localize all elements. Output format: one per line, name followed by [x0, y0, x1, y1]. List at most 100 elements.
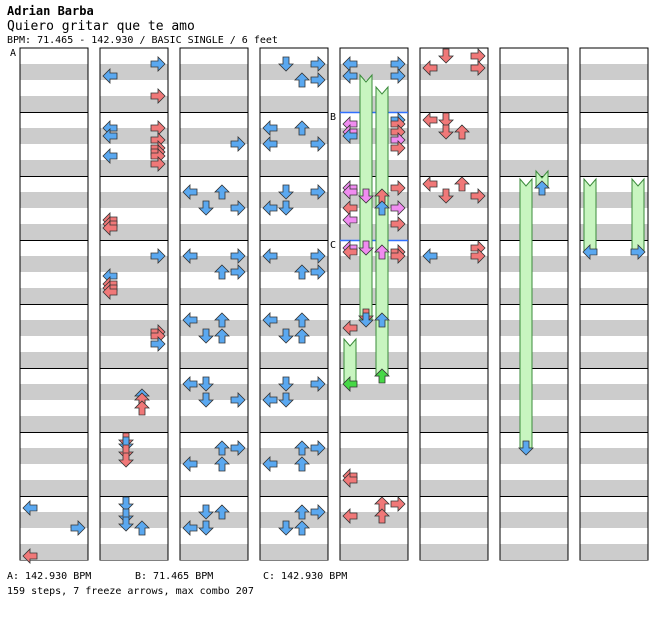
up-arrow-icon — [294, 264, 310, 280]
right-arrow-icon — [230, 200, 246, 216]
right-arrow-icon — [230, 264, 246, 280]
up-arrow-icon — [294, 456, 310, 472]
down-arrow-icon — [198, 520, 214, 536]
up-arrow-icon — [214, 184, 230, 200]
chart-info: BPM: 71.465 - 142.930 / BASIC SINGLE / 6… — [7, 35, 278, 46]
beat-stripe — [580, 96, 648, 112]
right-arrow-icon — [390, 216, 406, 232]
down-arrow-icon — [278, 328, 294, 344]
down-arrow-icon — [358, 240, 374, 256]
beat-stripe — [260, 96, 328, 112]
down-arrow-icon — [278, 376, 294, 392]
beat-stripe — [340, 288, 408, 304]
right-arrow-icon — [310, 248, 326, 264]
up-arrow-icon — [374, 368, 390, 384]
beat-stripe — [580, 544, 648, 560]
beat-stripe — [500, 160, 568, 176]
up-arrow-icon — [214, 456, 230, 472]
left-arrow-icon — [422, 60, 438, 76]
right-arrow-icon — [310, 504, 326, 520]
beat-stripe — [500, 288, 568, 304]
up-arrow-icon — [294, 520, 310, 536]
beat-stripe — [500, 96, 568, 112]
beat-stripe — [500, 384, 568, 400]
bpm-marker-label: B — [330, 112, 336, 123]
right-arrow-icon — [470, 60, 486, 76]
freeze-arrow — [583, 177, 597, 253]
down-arrow-icon — [438, 48, 454, 64]
bpm-marker-label: A — [10, 48, 16, 59]
right-arrow-icon — [150, 336, 166, 352]
right-arrow-icon — [310, 264, 326, 280]
beat-stripe — [580, 288, 648, 304]
left-arrow-icon — [102, 220, 118, 236]
down-arrow-icon — [198, 328, 214, 344]
down-arrow-icon — [198, 376, 214, 392]
beat-stripe — [180, 544, 248, 560]
right-arrow-icon — [70, 520, 86, 536]
freeze-arrow — [519, 177, 533, 449]
left-arrow-icon — [262, 120, 278, 136]
chart-column — [259, 47, 329, 561]
left-arrow-icon — [342, 244, 358, 260]
left-arrow-icon — [102, 128, 118, 144]
beat-stripe — [580, 480, 648, 496]
right-arrow-icon — [150, 156, 166, 172]
beat-stripe — [20, 384, 88, 400]
left-arrow-icon — [582, 244, 598, 260]
song-artist: Adrian Barba — [7, 4, 94, 18]
beat-stripe — [500, 480, 568, 496]
left-arrow-icon — [342, 212, 358, 228]
beat-stripe — [260, 352, 328, 368]
left-arrow-icon — [342, 68, 358, 84]
beat-stripe — [420, 352, 488, 368]
down-arrow-icon — [278, 56, 294, 72]
right-arrow-icon — [390, 496, 406, 512]
beat-stripe — [500, 320, 568, 336]
beat-stripe — [20, 448, 88, 464]
beat-stripe — [20, 224, 88, 240]
beat-stripe — [20, 288, 88, 304]
beat-stripe — [100, 416, 168, 432]
beat-stripe — [580, 512, 648, 528]
beat-stripe — [340, 352, 408, 368]
right-arrow-icon — [390, 200, 406, 216]
beat-stripe — [420, 320, 488, 336]
beat-stripe — [500, 352, 568, 368]
right-arrow-icon — [150, 88, 166, 104]
beat-stripe — [180, 128, 248, 144]
left-arrow-icon — [342, 320, 358, 336]
beat-stripe — [420, 224, 488, 240]
beat-stripe — [420, 544, 488, 560]
beat-stripe — [580, 352, 648, 368]
right-arrow-icon — [310, 136, 326, 152]
left-arrow-icon — [182, 520, 198, 536]
beat-stripe — [180, 96, 248, 112]
beat-stripe — [420, 512, 488, 528]
beat-stripe — [420, 96, 488, 112]
bpm-c-label: C: 142.930 BPM — [263, 571, 348, 582]
right-arrow-icon — [310, 376, 326, 392]
beat-stripe — [500, 256, 568, 272]
down-arrow-icon — [358, 188, 374, 204]
beat-stripe — [180, 160, 248, 176]
beat-stripe — [580, 160, 648, 176]
chart-column — [179, 47, 249, 561]
down-arrow-icon — [358, 312, 374, 328]
chart-column — [19, 47, 89, 561]
right-arrow-icon — [470, 248, 486, 264]
down-arrow-icon — [118, 452, 134, 468]
down-arrow-icon — [278, 184, 294, 200]
beat-stripe — [420, 128, 488, 144]
beat-stripe — [180, 64, 248, 80]
beat-stripe — [20, 128, 88, 144]
beat-stripe — [340, 192, 408, 208]
up-arrow-icon — [214, 440, 230, 456]
right-arrow-icon — [390, 248, 406, 264]
beat-stripe — [180, 256, 248, 272]
left-arrow-icon — [262, 248, 278, 264]
left-arrow-icon — [22, 548, 38, 564]
beat-stripe — [340, 480, 408, 496]
beat-stripe — [260, 128, 328, 144]
down-arrow-icon — [118, 496, 134, 512]
